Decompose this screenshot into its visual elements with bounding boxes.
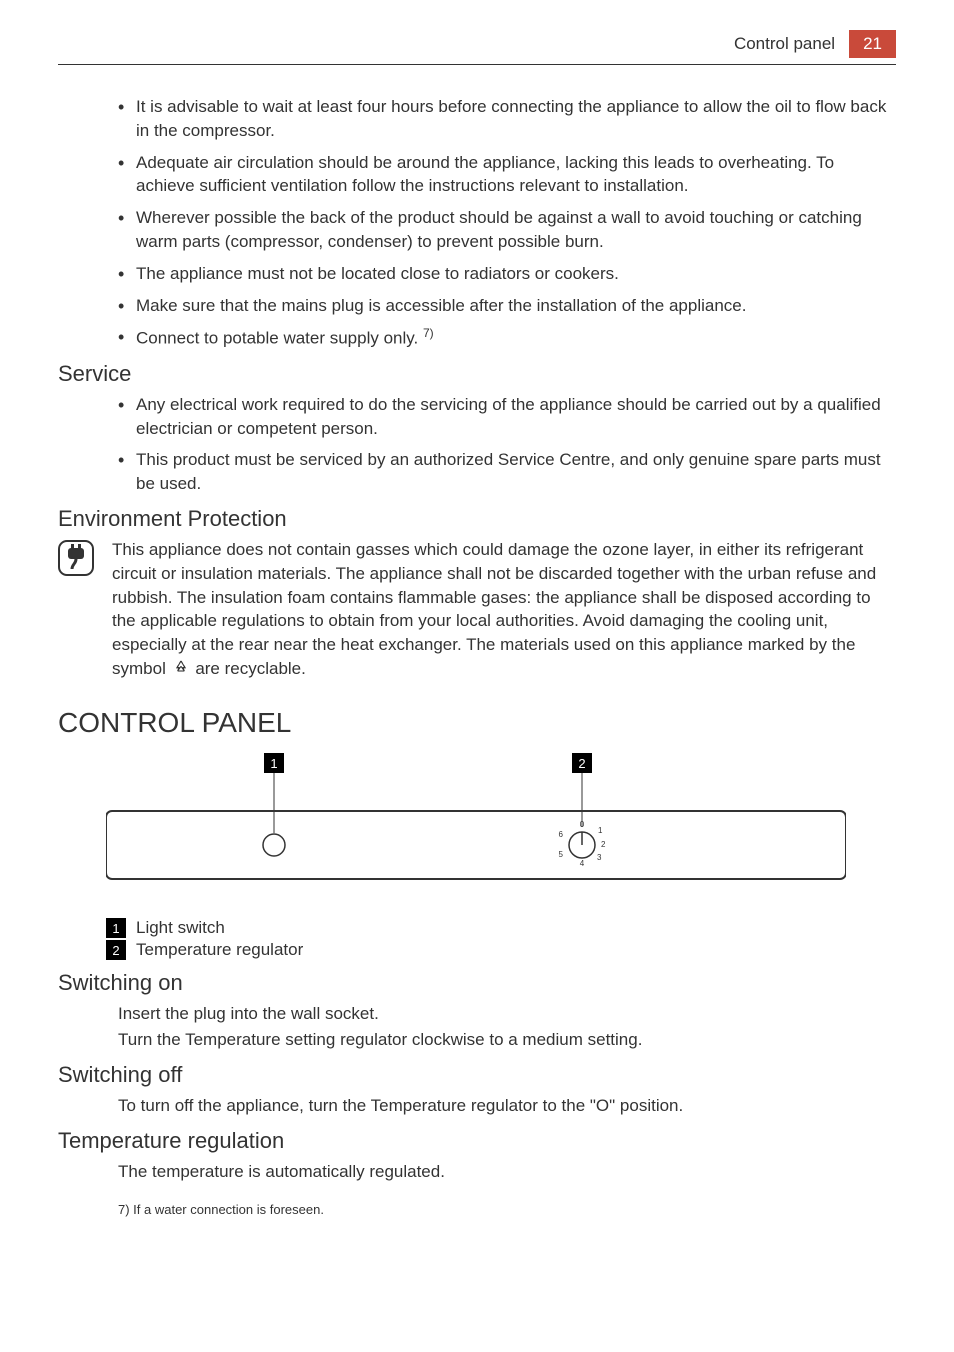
list-item-text: Connect to potable water supply only. [136,329,418,348]
svg-text:6: 6 [559,830,564,839]
list-item: Adequate air circulation should be aroun… [136,151,896,199]
control-panel-heading: CONTROL PANEL [58,707,896,739]
svg-text:1: 1 [598,826,603,835]
env-text-after: are recyclable. [195,659,306,678]
footnote-ref: 7) [423,326,434,340]
recycle-icon [173,658,189,682]
body-text: Insert the plug into the wall socket. [118,1002,896,1026]
footnote: 7) If a water connection is foreseen. [118,1202,896,1217]
body-text: To turn off the appliance, turn the Temp… [118,1094,896,1118]
list-item: Make sure that the mains plug is accessi… [136,294,896,318]
switching-on-heading: Switching on [58,970,896,996]
svg-text:2: 2 [578,756,585,771]
header-title: Control panel [734,34,835,54]
body-text: The temperature is automatically regulat… [118,1160,896,1184]
svg-text:2: 2 [601,840,606,849]
page-header: Control panel 21 [58,30,896,65]
svg-text:0: 0 [580,820,585,829]
temp-reg-heading: Temperature regulation [58,1128,896,1154]
plug-icon [58,540,94,581]
service-bullets: Any electrical work required to do the s… [58,393,896,496]
page-number: 21 [849,30,896,58]
list-item: Connect to potable water supply only. 7) [136,325,896,350]
service-heading: Service [58,361,896,387]
control-panel-diagram: 1 2 0 1 2 3 4 5 6 [106,753,848,908]
list-item: Wherever possible the back of the produc… [136,206,896,254]
legend-row: 2 Temperature regulator [106,940,896,960]
env-text-before: This appliance does not contain gasses w… [112,540,876,678]
legend-num-1: 1 [106,918,126,938]
legend-row: 1 Light switch [106,918,896,938]
list-item: Any electrical work required to do the s… [136,393,896,441]
list-item: The appliance must not be located close … [136,262,896,286]
environment-block: This appliance does not contain gasses w… [58,538,896,681]
environment-heading: Environment Protection [58,506,896,532]
list-item: This product must be serviced by an auth… [136,448,896,496]
installation-bullets: It is advisable to wait at least four ho… [58,95,896,351]
list-item: It is advisable to wait at least four ho… [136,95,896,143]
diagram-legend: 1 Light switch 2 Temperature regulator [106,918,896,960]
svg-text:3: 3 [597,853,602,862]
switching-off-heading: Switching off [58,1062,896,1088]
svg-text:4: 4 [580,859,585,868]
body-text: Turn the Temperature setting regulator c… [118,1028,896,1052]
legend-num-2: 2 [106,940,126,960]
environment-text: This appliance does not contain gasses w… [112,538,896,681]
svg-text:1: 1 [270,756,277,771]
legend-label-2: Temperature regulator [136,940,303,960]
svg-text:5: 5 [559,850,564,859]
legend-label-1: Light switch [136,918,225,938]
